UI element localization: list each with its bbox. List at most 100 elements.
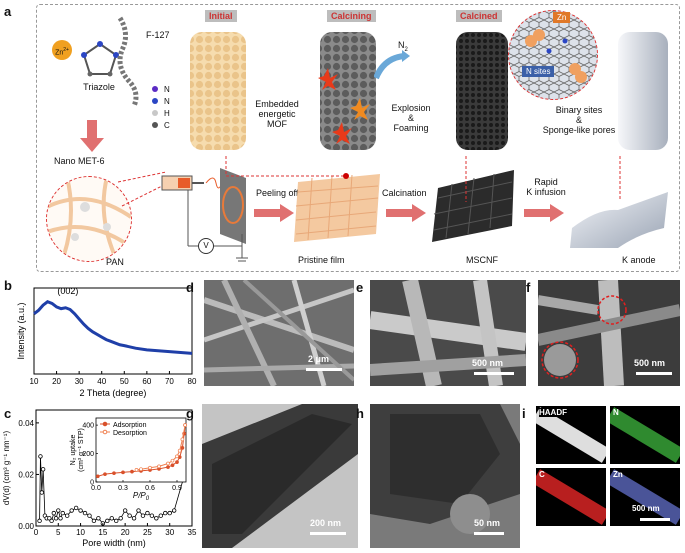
pore-data-point <box>109 516 114 521</box>
triazole-molecule-icon <box>81 41 119 77</box>
xrd-x-tick-label: 40 <box>97 377 106 386</box>
calcination-label: Calcination <box>382 188 427 198</box>
pore-data-point <box>118 516 123 521</box>
eds-map-haadf: HAADF <box>536 406 606 464</box>
initial-fiber-icon <box>190 32 246 150</box>
inset-data-point <box>121 470 125 475</box>
pore-data-point <box>87 513 92 518</box>
inset-x-axis-label: P/P0 <box>133 491 150 502</box>
inset-y-tick-label: 400 <box>82 423 94 430</box>
panel-f-letter: f <box>526 280 531 295</box>
pore-data-point <box>145 510 150 516</box>
inset-legend-marker <box>102 421 108 427</box>
inset-data-point <box>166 465 170 469</box>
legend-h: H <box>152 108 170 120</box>
inset-data-point <box>180 437 185 442</box>
pore-data-point <box>167 510 172 516</box>
mscnf-label: MSCNF <box>466 255 498 265</box>
eds-map-zn: Zn 500 nm <box>610 468 680 526</box>
panel-c-letter: c <box>4 406 12 421</box>
binary-sites-zoom-circle <box>508 10 598 100</box>
zn-ion-icon: Zn2+ <box>52 40 72 60</box>
pore-data-point <box>91 518 97 524</box>
inset-data-point <box>139 467 143 472</box>
haadf-fiber-icon <box>536 407 606 463</box>
peeling-label: Peeling off <box>256 188 299 198</box>
inset-data-point <box>177 448 182 453</box>
zn-label: Zn <box>55 49 64 57</box>
c-map-fiber-icon <box>536 469 606 525</box>
nano-met6-label: Nano MET-6 <box>54 156 105 166</box>
scale-bar-i <box>640 518 670 521</box>
n2-label: N2 <box>398 40 408 53</box>
scale-label-e: 500 nm <box>472 358 504 368</box>
tem-image-h: 50 nm <box>370 404 520 548</box>
pore-y-tick-label: 0.00 <box>18 522 34 531</box>
n-map-fiber-icon <box>610 407 680 463</box>
scale-label-h: 50 nm <box>474 518 501 528</box>
pore-data-point <box>40 467 46 472</box>
mscnf-film-icon <box>432 170 514 242</box>
pore-data-point <box>131 516 137 521</box>
pore-data-point <box>60 510 65 516</box>
xrd-plot-frame <box>33 287 193 375</box>
panel-g-letter: g <box>186 406 194 421</box>
legend-n2: N <box>152 96 170 108</box>
rapid-k-label: Rapid K infusion <box>526 177 566 197</box>
calcining-fiber-icon <box>318 32 376 150</box>
legend-n1: N <box>152 84 170 96</box>
eds-map-c: C <box>536 468 606 526</box>
sem-image-d: 2 μm <box>204 280 354 386</box>
pore-data-point <box>39 490 44 495</box>
inset-data-point <box>130 469 134 474</box>
xrd-x-tick-label: 30 <box>75 377 84 386</box>
down-arrow-icon <box>80 120 104 152</box>
infusion-arrow-icon <box>524 204 564 222</box>
legend-n2-dot-icon <box>152 98 158 104</box>
f127-polymer-icon <box>117 16 139 107</box>
xrd-y-axis-label: Intensity (a.u.) <box>16 302 26 359</box>
pan-fibers-icon <box>47 177 131 261</box>
scale-bar-d <box>306 368 342 371</box>
eds-map-n: N <box>610 406 680 464</box>
panel-d-letter: d <box>186 280 194 295</box>
xrd-peak-label: (002) <box>57 286 78 296</box>
inset-data-point <box>134 468 139 472</box>
pore-data-point <box>114 518 119 524</box>
calcined-tag: Calcined <box>456 10 502 22</box>
scale-bar-g <box>310 532 346 535</box>
zn-map-fiber-icon <box>610 469 680 525</box>
scale-bar-e <box>474 372 514 375</box>
pore-x-tick-label: 25 <box>143 528 152 537</box>
pore-data-point <box>53 516 59 521</box>
pore-data-point <box>158 513 163 518</box>
pore-data-point <box>163 510 168 516</box>
inset-legend-label: Adsorption <box>113 422 147 429</box>
inset-data-point <box>166 461 170 466</box>
calcined-fiber-icon <box>456 32 508 150</box>
pore-data-point <box>122 508 128 513</box>
xrd-x-tick-label: 50 <box>120 377 129 386</box>
xrd-chart: 10 20 30 40 50 60 70 80 2 Theta (degree) Intensit… <box>16 286 197 398</box>
embedded-mof-label: Embedded energetic MOF <box>255 99 299 129</box>
tem-image-g: 200 nm <box>202 404 358 548</box>
zn-charge: 2+ <box>63 47 69 53</box>
inset-data-point <box>170 458 175 463</box>
pore-data-point <box>140 513 146 518</box>
k-filled-fiber-icon <box>618 32 668 150</box>
inset-data-point <box>175 460 179 464</box>
pore-x-tick-label: 5 <box>56 528 61 537</box>
pore-data-point <box>73 505 79 511</box>
legend-c-dot-icon <box>152 122 158 128</box>
inset-x-tick-label: 0.9 <box>172 485 182 492</box>
inset-plot-frame <box>95 417 187 483</box>
haadf-label: HAADF <box>539 408 567 417</box>
inset-data-point <box>170 463 175 468</box>
pore-y-tick-label: 0.04 <box>18 419 34 428</box>
scale-bar-h <box>474 532 504 535</box>
sem-fibers-f <box>538 280 680 386</box>
n-sites-tag: N sites <box>522 66 555 77</box>
pore-data-point <box>69 508 74 513</box>
graphene-lattice-icon <box>509 11 597 99</box>
